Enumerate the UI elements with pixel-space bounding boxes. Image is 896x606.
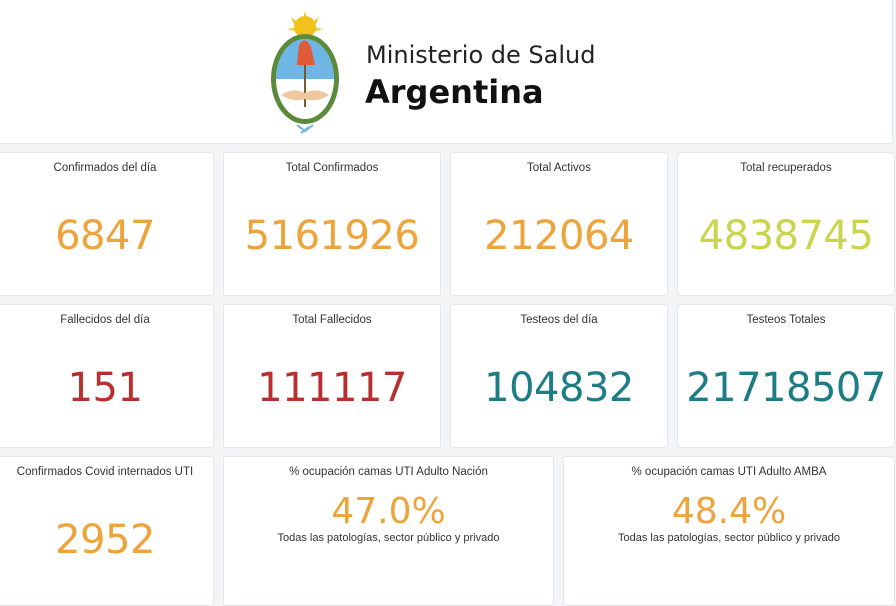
card-internados-uti: Confirmados Covid internados UTI 2952 xyxy=(0,456,214,606)
ministry-title: Ministerio de Salud xyxy=(366,41,596,69)
country-title: Argentina xyxy=(365,73,544,111)
card-label: Confirmados Covid internados UTI xyxy=(16,466,194,478)
card-subtitle: Todas las patologías, sector público y p… xyxy=(277,532,500,544)
card-label: Testeos Totales xyxy=(746,314,826,326)
argentina-coat-of-arms-logo xyxy=(271,11,339,134)
card-value: 5161926 xyxy=(244,213,420,259)
card-label: Total recuperados xyxy=(740,162,832,174)
card-value: 111117 xyxy=(257,365,407,411)
card-value: 2952 xyxy=(55,517,155,563)
card-value: 212064 xyxy=(484,213,634,259)
card-total-activos: Total Activos 212064 xyxy=(450,152,668,296)
card-total-recuperados: Total recuperados 4838745 xyxy=(677,152,895,296)
card-total-confirmados: Total Confirmados 5161926 xyxy=(223,152,441,296)
card-value: 47.0% xyxy=(331,491,446,532)
card-fallecidos-dia: Fallecidos del día 151 xyxy=(0,304,214,448)
card-value: 104832 xyxy=(484,365,634,411)
header-banner: Ministerio de Salud Argentina xyxy=(0,0,893,144)
card-label: Fallecidos del día xyxy=(60,314,150,326)
card-ocupacion-amba: % ocupación camas UTI Adulto AMBA 48.4% … xyxy=(563,456,895,606)
card-value: 6847 xyxy=(55,213,155,259)
card-subtitle: Todas las patologías, sector público y p… xyxy=(618,532,840,544)
card-confirmados-dia: Confirmados del día 6847 xyxy=(0,152,214,296)
card-value: 151 xyxy=(67,365,143,411)
card-label: Total Confirmados xyxy=(285,162,379,174)
card-label: Testeos del día xyxy=(520,314,598,326)
card-label: Total Fallecidos xyxy=(292,314,372,326)
card-ocupacion-nacion: % ocupación camas UTI Adulto Nación 47.0… xyxy=(223,456,554,606)
card-total-fallecidos: Total Fallecidos 111117 xyxy=(223,304,441,448)
card-label: Confirmados del día xyxy=(53,162,157,174)
card-testeos-totales: Testeos Totales 21718507 xyxy=(677,304,895,448)
card-label: Total Activos xyxy=(527,162,591,174)
card-value: 48.4% xyxy=(671,491,787,532)
card-label: % ocupación camas UTI Adulto Nación xyxy=(289,466,488,478)
card-value: 4838745 xyxy=(698,213,874,259)
card-label: % ocupación camas UTI Adulto AMBA xyxy=(631,466,827,478)
card-value: 21718507 xyxy=(686,365,886,411)
card-testeos-dia: Testeos del día 104832 xyxy=(450,304,668,448)
